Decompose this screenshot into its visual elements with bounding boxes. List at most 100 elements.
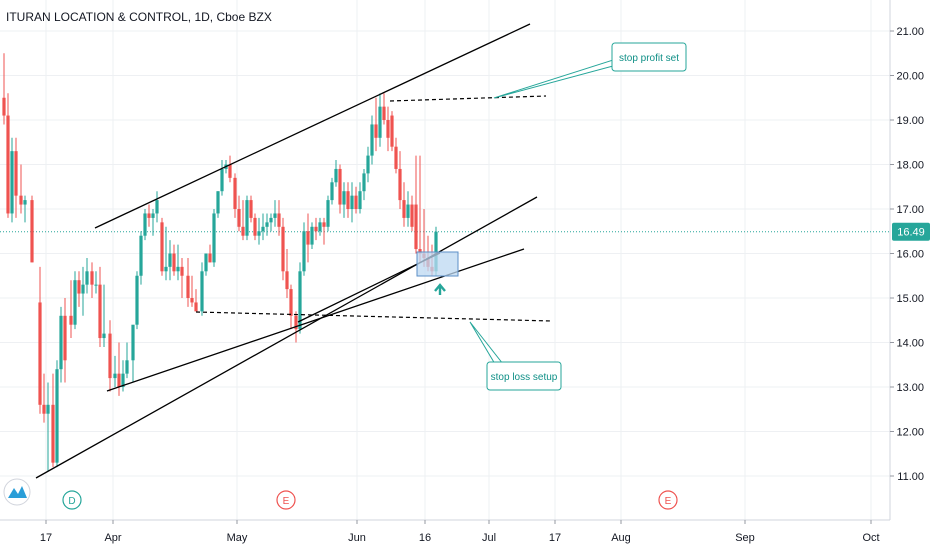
horizontal-level-dashed bbox=[195, 311, 553, 322]
candle-body bbox=[318, 222, 322, 232]
trendline bbox=[94, 23, 531, 229]
candle-body bbox=[121, 373, 125, 387]
candle-body bbox=[378, 106, 382, 138]
y-tick-label: 17.00 bbox=[896, 204, 924, 216]
candle-body bbox=[102, 333, 106, 339]
event-marker[interactable]: D bbox=[62, 490, 82, 510]
candle-body bbox=[46, 404, 50, 414]
y-axis[interactable]: 21.00 20.00 19.00 18.00 17.00 16.00 15.00 14.00… bbox=[889, 0, 930, 520]
y-tick-label: 18.00 bbox=[896, 160, 924, 172]
candle-body bbox=[220, 168, 224, 192]
candle-body bbox=[253, 217, 257, 236]
logo-circle bbox=[3, 478, 31, 506]
candle-body bbox=[326, 200, 330, 227]
candle-body bbox=[265, 222, 269, 227]
y-tick-label: 21.00 bbox=[896, 26, 924, 38]
candle-body bbox=[410, 204, 414, 227]
candle-body bbox=[257, 231, 261, 236]
candle-body bbox=[269, 217, 273, 223]
x-tick-label: Aug bbox=[611, 532, 631, 544]
trendlines[interactable] bbox=[35, 23, 553, 479]
candle-body bbox=[414, 204, 418, 250]
candle-body bbox=[168, 253, 172, 267]
candle-body bbox=[228, 164, 232, 178]
candle-body bbox=[370, 124, 374, 156]
stop-loss-note-box bbox=[486, 361, 562, 391]
candle-body bbox=[164, 266, 168, 272]
candle-body bbox=[204, 253, 208, 272]
candle-body bbox=[233, 177, 237, 209]
event-marker[interactable]: E bbox=[276, 490, 296, 510]
candle-body bbox=[81, 284, 85, 294]
tradingview-logo-icon[interactable] bbox=[3, 478, 31, 506]
candle-body bbox=[342, 191, 346, 205]
event-marker-circle bbox=[276, 490, 296, 510]
event-marker-circle bbox=[658, 490, 678, 510]
candle-body bbox=[186, 275, 190, 298]
x-tick-label: Oct bbox=[862, 532, 879, 544]
candle-body bbox=[125, 360, 129, 374]
candle-body bbox=[289, 289, 293, 316]
x-axis[interactable]: 17 Apr May Jun 16 Jul 17 Aug Sep Oct bbox=[0, 519, 890, 544]
horizontal-level-dashed bbox=[389, 95, 547, 102]
candle-body bbox=[98, 284, 102, 339]
candle-body bbox=[180, 266, 184, 276]
candle-body bbox=[94, 284, 98, 286]
annotations[interactable]: stop profit set stop loss setup D E E bbox=[62, 42, 687, 510]
candle-body bbox=[2, 97, 6, 116]
candle-body bbox=[63, 315, 67, 361]
candle-body bbox=[143, 213, 147, 236]
candle-body bbox=[176, 266, 180, 272]
last-price-badge bbox=[892, 222, 930, 241]
y-tick-label: 15.00 bbox=[896, 293, 924, 305]
event-marker[interactable]: E bbox=[658, 490, 678, 510]
candle-body bbox=[306, 231, 310, 245]
x-tick-label: May bbox=[227, 532, 248, 544]
candle-body bbox=[374, 124, 378, 138]
event-marker-label: D bbox=[68, 496, 75, 507]
candle-body bbox=[14, 151, 18, 196]
candle-body bbox=[406, 204, 410, 218]
candle-body bbox=[23, 200, 27, 205]
candle-body bbox=[6, 115, 10, 214]
candle-body bbox=[135, 275, 139, 325]
candle-body bbox=[69, 315, 73, 325]
stop-loss-note-label: stop loss setup bbox=[491, 372, 558, 383]
candle-body bbox=[281, 226, 285, 272]
x-tick-label: Jun bbox=[348, 532, 366, 544]
candle-body bbox=[241, 226, 245, 236]
candle-body bbox=[42, 404, 46, 414]
candle-body bbox=[117, 373, 121, 387]
candle-body bbox=[90, 271, 94, 285]
x-tick-label: Jul bbox=[482, 532, 496, 544]
arrow-up-icon bbox=[434, 283, 446, 295]
chart-title: ITURAN LOCATION & CONTROL, 1D, Cboe BZX bbox=[6, 10, 272, 24]
candle-body bbox=[338, 168, 342, 205]
candle-body bbox=[249, 200, 253, 218]
candle-body bbox=[38, 302, 42, 405]
candle-body bbox=[212, 213, 216, 263]
candle-body bbox=[273, 213, 277, 218]
candle-body bbox=[285, 271, 289, 290]
candle-body bbox=[390, 115, 394, 147]
trendline bbox=[297, 252, 441, 323]
candle-body bbox=[350, 195, 354, 209]
last-price-label: 16.49 bbox=[897, 227, 925, 239]
y-tick-label: 19.00 bbox=[896, 115, 924, 127]
x-tick-label: 17 bbox=[40, 532, 52, 544]
candle-body bbox=[294, 315, 298, 330]
candle-body bbox=[19, 195, 23, 205]
candle-body bbox=[73, 280, 77, 325]
candle-body bbox=[194, 302, 198, 312]
y-tick-label: 13.00 bbox=[896, 382, 924, 394]
candle-body bbox=[354, 195, 358, 209]
trendline bbox=[35, 196, 538, 479]
candle-body bbox=[10, 151, 14, 214]
event-marker-label: E bbox=[665, 496, 672, 507]
candle-body bbox=[334, 168, 338, 183]
candle-body bbox=[322, 222, 326, 227]
candle-body bbox=[200, 271, 204, 312]
event-marker-label: E bbox=[283, 496, 290, 507]
